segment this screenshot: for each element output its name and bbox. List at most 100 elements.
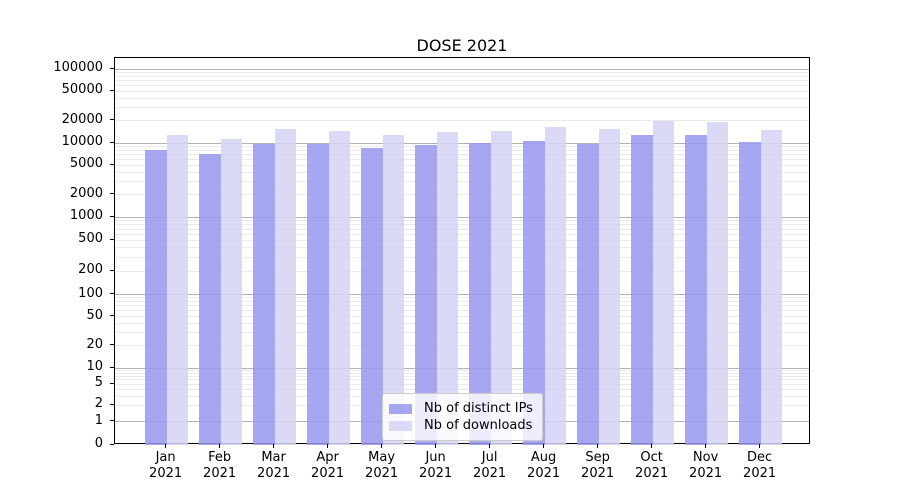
bar-distinct-ips <box>577 143 599 445</box>
x-tick <box>165 444 167 448</box>
y-tick-label: 200 <box>78 262 103 278</box>
y-tick-label: 5 <box>94 375 103 391</box>
y-gridline-minor <box>115 164 809 166</box>
y-gridline-minor <box>115 323 809 325</box>
y-tick-label: 100000 <box>53 60 103 75</box>
x-tick-label: May 2021 <box>365 450 399 481</box>
y-tick-label: 2 <box>94 396 103 412</box>
y-gridline-minor <box>115 247 809 249</box>
bar-distinct-ips <box>685 134 707 445</box>
bar-downloads <box>652 121 675 445</box>
y-gridline-minor <box>115 305 809 307</box>
x-tick <box>273 444 275 448</box>
x-tick-label: Aug 2021 <box>527 450 561 481</box>
plot-area: Nb of distinct IPs Nb of downloads <box>114 57 810 445</box>
y-gridline-minor <box>115 270 809 272</box>
bar-downloads <box>328 130 351 445</box>
y-gridline-minor <box>115 145 809 147</box>
y-tick <box>110 269 114 271</box>
y-tick <box>110 443 114 445</box>
x-tick-label: Jun 2021 <box>419 450 453 481</box>
x-tick-label: Mar 2021 <box>257 450 291 481</box>
y-gridline-minor <box>115 71 809 73</box>
y-gridline-major <box>115 68 809 70</box>
x-tick-label: Jul 2021 <box>473 450 507 481</box>
x-tick <box>327 444 329 448</box>
y-gridline-minor <box>115 228 809 230</box>
y-gridline-minor <box>115 332 809 334</box>
y-gridline-minor <box>115 301 809 303</box>
bar-downloads <box>760 129 783 445</box>
bar-downloads <box>490 130 513 445</box>
y-gridline-minor <box>115 383 809 385</box>
x-tick-label: Oct 2021 <box>635 450 669 481</box>
x-tick <box>597 444 599 448</box>
bar-downloads <box>436 132 459 445</box>
bar-downloads <box>382 135 405 445</box>
y-gridline-minor <box>115 257 809 258</box>
x-tick <box>489 444 491 448</box>
bar-distinct-ips <box>469 143 491 445</box>
y-gridline-minor <box>115 224 809 225</box>
bar-downloads <box>220 138 243 445</box>
y-gridline-minor <box>115 316 809 318</box>
y-gridline-minor <box>115 154 809 155</box>
legend: Nb of distinct IPs Nb of downloads <box>382 393 543 441</box>
x-tick-label: Feb 2021 <box>203 450 237 481</box>
y-tick <box>110 366 114 368</box>
bar-distinct-ips <box>415 144 437 445</box>
y-gridline-minor <box>115 379 809 381</box>
y-gridline-major <box>115 216 809 218</box>
y-tick <box>110 382 114 384</box>
y-gridline-minor <box>115 372 809 374</box>
y-tick-label: 2000 <box>69 185 103 201</box>
y-gridline-minor <box>115 181 809 183</box>
y-tick-label: 20 <box>86 336 103 352</box>
bar-downloads <box>706 121 729 445</box>
y-tick <box>110 141 114 143</box>
x-tick-label: Jan 2021 <box>149 450 183 481</box>
x-tick-label: Sep 2021 <box>581 450 615 481</box>
y-tick-label: 10 <box>86 359 103 374</box>
y-tick <box>110 193 114 195</box>
legend-item: Nb of distinct IPs <box>389 400 533 417</box>
chart-title: DOSE 2021 <box>416 36 508 55</box>
legend-swatch-distinct-ips <box>389 403 412 414</box>
x-tick-label: Nov 2021 <box>689 450 723 481</box>
y-tick-label: 1 <box>94 412 103 428</box>
legend-swatch-downloads <box>389 420 412 431</box>
bar-downloads <box>598 129 621 445</box>
bar-distinct-ips <box>145 150 167 445</box>
y-tick <box>110 163 114 165</box>
y-gridline-minor <box>115 97 809 99</box>
bar-distinct-ips <box>307 144 329 445</box>
y-tick <box>110 344 114 346</box>
x-tick <box>705 444 707 448</box>
y-gridline-minor <box>115 90 809 92</box>
y-tick <box>110 315 114 317</box>
x-tick-label: Apr 2021 <box>311 450 345 481</box>
y-tick-label: 20000 <box>61 111 103 127</box>
y-tick-label: 0 <box>94 436 103 451</box>
bar-distinct-ips <box>631 134 653 445</box>
y-gridline-minor <box>115 107 809 109</box>
y-tick-label: 50000 <box>61 82 103 98</box>
bar-downloads <box>274 128 297 445</box>
bar-distinct-ips <box>199 153 221 445</box>
y-tick-label: 100 <box>78 285 103 301</box>
y-gridline-minor <box>115 84 809 86</box>
bar-distinct-ips <box>253 144 275 445</box>
y-gridline-minor <box>115 171 809 173</box>
x-tick-label: Dec 2021 <box>743 450 777 481</box>
legend-item: Nb of downloads <box>389 417 533 434</box>
bar-distinct-ips <box>739 142 761 445</box>
y-gridline-minor <box>115 239 809 241</box>
y-tick <box>110 420 114 421</box>
y-gridline-major <box>115 294 809 295</box>
y-tick-label: 50 <box>86 307 103 323</box>
y-gridline-minor <box>115 233 809 235</box>
y-gridline-minor <box>115 310 809 312</box>
y-gridline-minor <box>115 297 809 299</box>
x-tick <box>651 444 653 448</box>
